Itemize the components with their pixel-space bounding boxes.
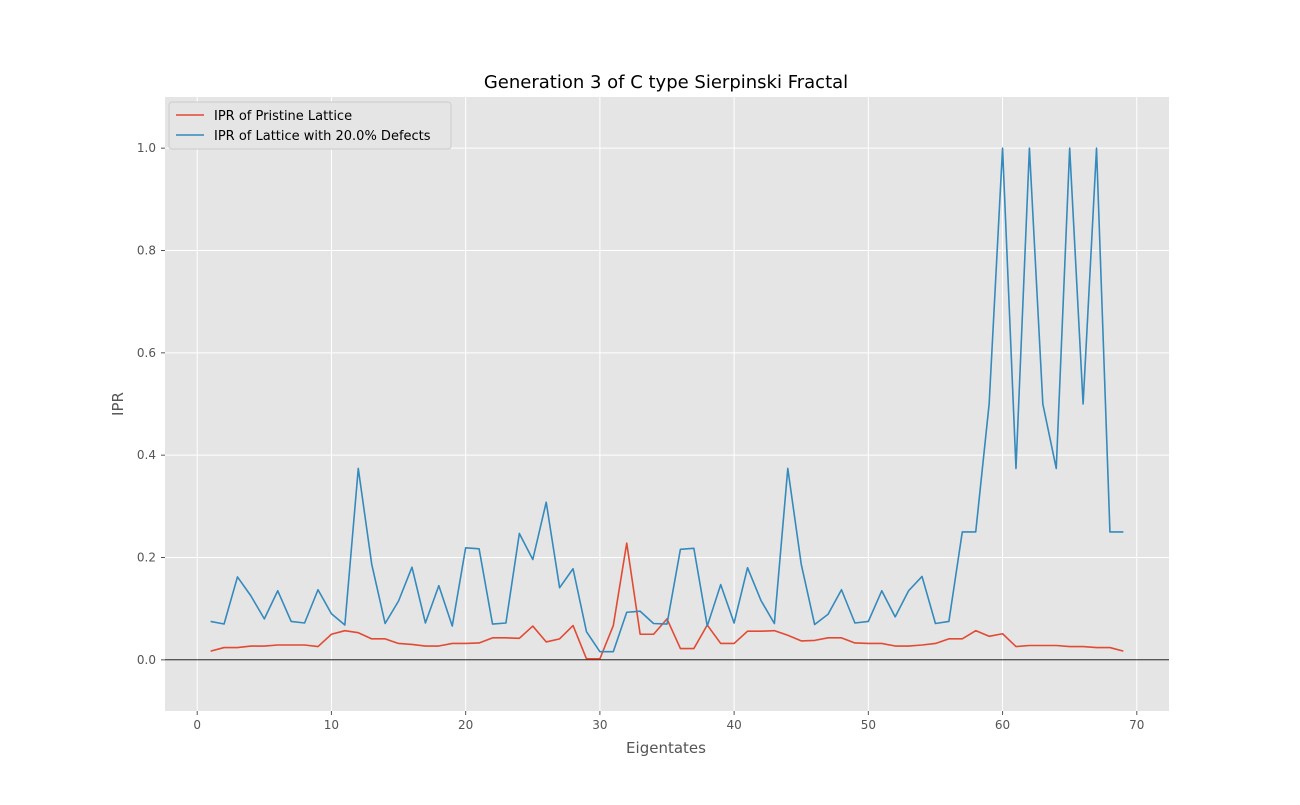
- x-tick-label: 30: [592, 718, 607, 732]
- y-tick-label: 0.6: [137, 346, 156, 360]
- x-tick-label: 0: [193, 718, 201, 732]
- y-tick-label: 1.0: [137, 141, 156, 155]
- x-tick-label: 60: [995, 718, 1010, 732]
- x-axis-label: Eigentates: [626, 739, 706, 757]
- series-line-1: [210, 542, 1124, 660]
- y-tick-label: 0.0: [137, 653, 156, 667]
- plot-background: [165, 97, 1169, 711]
- x-axis-ticks: 0 10 20 30 40 50 60 70: [193, 711, 1144, 732]
- series-lines: [210, 147, 1124, 660]
- legend: IPR of Pristine Lattice IPR of Lattice wi…: [168, 101, 452, 150]
- y-tick-label: 0.2: [137, 551, 156, 565]
- chart-title: Generation 3 of C type Sierpinski Fracta…: [484, 72, 848, 93]
- x-tick-label: 50: [861, 718, 876, 732]
- y-tick-label: 0.4: [137, 448, 156, 462]
- x-tick-label: 10: [324, 718, 339, 732]
- y-axis-ticks: 0.0 0.2 0.4 0.6 0.8 1.0: [137, 141, 165, 667]
- y-tick-label: 0.8: [137, 244, 156, 258]
- legend-label-2: IPR of Lattice with 20.0% Defects: [214, 129, 431, 144]
- series-line-2: [210, 147, 1124, 653]
- x-tick-label: 40: [726, 718, 741, 732]
- x-tick-label: 70: [1129, 718, 1144, 732]
- x-tick-label: 20: [458, 718, 473, 732]
- y-axis-label: IPR: [109, 392, 127, 416]
- legend-box: [168, 101, 452, 150]
- legend-label-1: IPR of Pristine Lattice: [214, 109, 352, 124]
